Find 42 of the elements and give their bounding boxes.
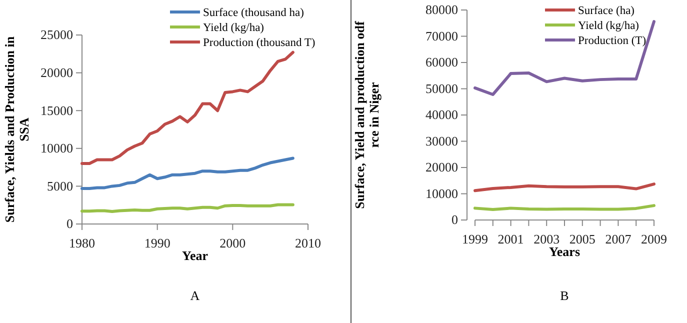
y-tick-label: 10000 [426,186,458,201]
x-tick-label: 2000 [220,235,246,250]
y-tick-label: 15000 [40,102,73,118]
y-axis-title: Surface, Yield and production odf rce in Niger [352,20,382,209]
y-tick-label: 10000 [40,140,73,156]
line-series [80,156,294,190]
x-tick-label: 2010 [295,235,321,250]
y-tick-label: 80000 [426,2,458,18]
y-tick-label: 60000 [426,54,458,70]
line-series [80,50,294,166]
x-tick-label: 2009 [641,231,667,246]
x-tick-label: 2001 [498,231,524,246]
x-tick-label: 1999 [462,231,488,246]
x-axis-title: Year [182,248,208,263]
y-tick-label: 20000 [426,160,458,175]
y-tick-label: 70000 [426,28,458,44]
x-axis-title: Years [548,244,580,259]
x-tick-label: 1980 [69,235,95,250]
legend-label: Production (T) [578,35,646,47]
y-tick-label: 50000 [426,80,458,96]
x-tick-label: 1990 [144,235,170,250]
text: B [560,288,570,303]
legend-label: Surface (thousand ha) [203,7,304,19]
y-tick-label: 40000 [426,107,458,122]
y-tick-label: 25000 [40,27,73,42]
y-tick-label: 20000 [40,64,73,80]
legend-label: Production (thousand T) [203,37,316,49]
x-tick-label: 2005 [569,231,596,246]
legend-label: Yield (kg/ha) [578,20,640,32]
text: A [190,288,200,303]
y-axis-title: Surface, Yields and Production in SSA [2,36,32,223]
x-tick-label: 2003 [534,231,560,246]
line-series [474,20,656,96]
x-tick-label: 2007 [605,231,632,246]
y-tick-label: 0 [66,216,73,232]
y-tick-label: 0 [452,212,458,228]
legend-label: Yield (kg/ha) [203,22,264,34]
line-series [80,203,294,214]
y-tick-label: 30000 [426,133,458,148]
legend-label: Surface (ha) [578,5,635,17]
y-tick-label: 5000 [47,178,73,194]
line-series [474,182,656,192]
